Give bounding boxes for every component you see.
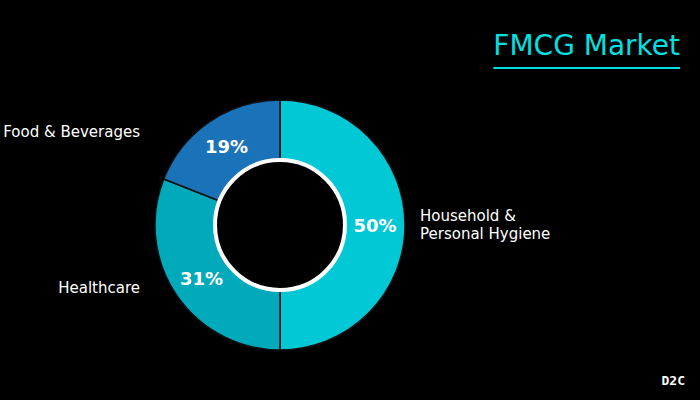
- category-label: Food & Beverages: [3, 123, 140, 141]
- category-label-line: Healthcare: [58, 279, 140, 297]
- category-label-line: Household &: [420, 207, 516, 225]
- background: [0, 0, 700, 400]
- donut-hole: [215, 160, 345, 290]
- category-label-line: Personal Hygiene: [420, 225, 550, 243]
- annotation: D2C: [662, 373, 685, 388]
- title-underline: [493, 67, 680, 69]
- data-label: 50%: [353, 215, 396, 236]
- category-label: Household &Personal Hygiene: [420, 207, 550, 243]
- chart-container: 50% Household &Personal Hygiene 31% Healthc…: [0, 0, 700, 400]
- data-label: 19%: [205, 136, 248, 157]
- title: FMCG Market: [493, 29, 680, 62]
- labels: 50% Household &Personal Hygiene 31% Healthc…: [3, 123, 550, 297]
- category-label-line: Food & Beverages: [3, 123, 140, 141]
- data-label: 31%: [180, 268, 223, 289]
- category-label: Healthcare: [58, 279, 140, 297]
- slices: [155, 100, 405, 350]
- chart-svg: 50% Household &Personal Hygiene 31% Healthc…: [0, 0, 700, 400]
